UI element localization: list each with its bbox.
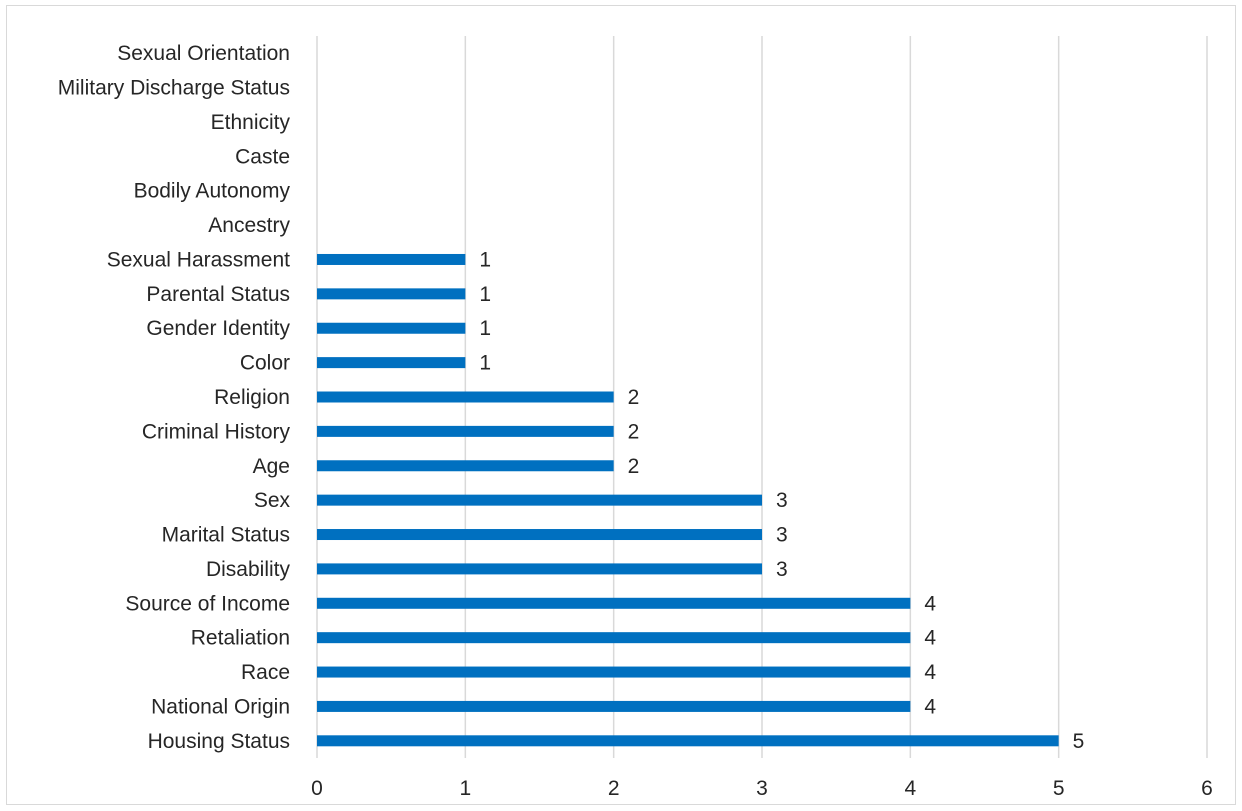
bar-criminal-history — [317, 425, 614, 437]
x-tick-label-1: 1 — [459, 777, 471, 800]
data-label-color: 1 — [479, 352, 491, 375]
data-label-parental-status: 1 — [479, 283, 491, 306]
x-tick-label-6: 6 — [1201, 777, 1213, 800]
category-label-national-origin: National Origin — [151, 695, 290, 718]
category-label-parental-status: Parental Status — [146, 283, 290, 306]
category-label-gender-identity: Gender Identity — [146, 317, 290, 340]
bars — [317, 253, 1059, 747]
data-label-age: 2 — [628, 455, 640, 478]
category-label-marital-status: Marital Status — [162, 524, 290, 547]
data-label-marital-status: 3 — [776, 524, 788, 547]
category-label-sexual-harassment: Sexual Harassment — [107, 248, 290, 271]
bar-disability — [317, 563, 762, 575]
category-label-ethnicity: Ethnicity — [211, 111, 291, 134]
data-label-national-origin: 4 — [924, 695, 936, 718]
bar-age — [317, 460, 614, 472]
bar-sexual-harassment — [317, 253, 466, 265]
data-label-retaliation: 4 — [924, 627, 936, 650]
bar-religion — [317, 391, 614, 403]
category-label-sexual-orientation: Sexual Orientation — [117, 42, 290, 65]
category-label-race: Race — [241, 661, 290, 684]
category-label-religion: Religion — [214, 386, 290, 409]
data-label-source-of-income: 4 — [924, 592, 936, 615]
category-label-ancestry: Ancestry — [208, 214, 290, 237]
category-label-retaliation: Retaliation — [191, 627, 290, 650]
gridlines — [316, 36, 1208, 758]
x-tick-label-4: 4 — [904, 777, 916, 800]
data-label-sex: 3 — [776, 489, 788, 512]
category-label-color: Color — [240, 352, 290, 375]
data-label-housing-status: 5 — [1073, 730, 1085, 753]
bar-national-origin — [317, 700, 911, 712]
x-tick-label-5: 5 — [1053, 777, 1065, 800]
bar-gender-identity — [317, 322, 466, 334]
bar-marital-status — [317, 529, 762, 541]
bar-sex — [317, 494, 762, 506]
category-label-disability: Disability — [206, 558, 291, 581]
category-label-criminal-history: Criminal History — [142, 420, 291, 443]
category-labels: Housing Status National Origin Race Retalia… — [58, 42, 291, 753]
bar-source-of-income — [317, 597, 911, 609]
chart-frame: Housing Status National Origin Race Retalia… — [6, 5, 1236, 805]
x-axis-tick-labels: 0 1 2 3 4 5 6 — [311, 777, 1213, 800]
data-label-race: 4 — [924, 661, 936, 684]
bar-race — [317, 666, 911, 678]
bar-parental-status — [317, 288, 466, 300]
data-label-gender-identity: 1 — [479, 317, 491, 340]
category-label-caste: Caste — [235, 145, 290, 168]
data-label-sexual-harassment: 1 — [479, 248, 491, 271]
category-label-sex: Sex — [254, 489, 291, 512]
category-label-age: Age — [253, 455, 290, 478]
x-tick-label-3: 3 — [756, 777, 768, 800]
category-label-bodily-autonomy: Bodily Autonomy — [134, 180, 291, 203]
data-label-religion: 2 — [628, 386, 640, 409]
bar-retaliation — [317, 632, 911, 644]
bar-color — [317, 357, 466, 369]
category-label-military-discharge-status: Military Discharge Status — [58, 77, 290, 100]
category-label-source-of-income: Source of Income — [125, 592, 290, 615]
x-tick-label-0: 0 — [311, 777, 323, 800]
category-label-housing-status: Housing Status — [148, 730, 290, 753]
data-label-disability: 3 — [776, 558, 788, 581]
bar-housing-status — [317, 735, 1059, 747]
data-labels: 5 4 4 4 4 3 3 3 2 2 2 1 1 1 1 — [479, 248, 1084, 752]
data-label-criminal-history: 2 — [628, 420, 640, 443]
x-tick-label-2: 2 — [608, 777, 620, 800]
bar-chart: Housing Status National Origin Race Retalia… — [58, 36, 1213, 800]
